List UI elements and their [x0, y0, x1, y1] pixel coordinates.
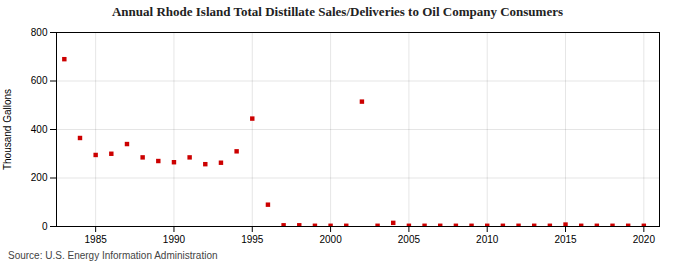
svg-text:2005: 2005 — [398, 234, 421, 245]
svg-text:2000: 2000 — [319, 234, 342, 245]
svg-text:1990: 1990 — [163, 234, 186, 245]
svg-text:2015: 2015 — [554, 234, 577, 245]
svg-text:2010: 2010 — [476, 234, 499, 245]
svg-text:1995: 1995 — [241, 234, 264, 245]
svg-text:Thousand Gallons: Thousand Gallons — [2, 89, 13, 170]
svg-text:1985: 1985 — [85, 234, 108, 245]
svg-text:600: 600 — [31, 75, 48, 86]
svg-text:0: 0 — [42, 221, 48, 232]
html-text:Source: U.S. Energy Informatio: Source: U.S. Energy Information Administ… — [8, 250, 218, 261]
svg-text:2020: 2020 — [633, 234, 656, 245]
svg-text:200: 200 — [31, 172, 48, 183]
svg-text:400: 400 — [31, 124, 48, 135]
html-text:Annual Rhode Island Total Dist: Annual Rhode Island Total Distillate Sal… — [112, 4, 563, 19]
svg-text:800: 800 — [31, 27, 48, 38]
